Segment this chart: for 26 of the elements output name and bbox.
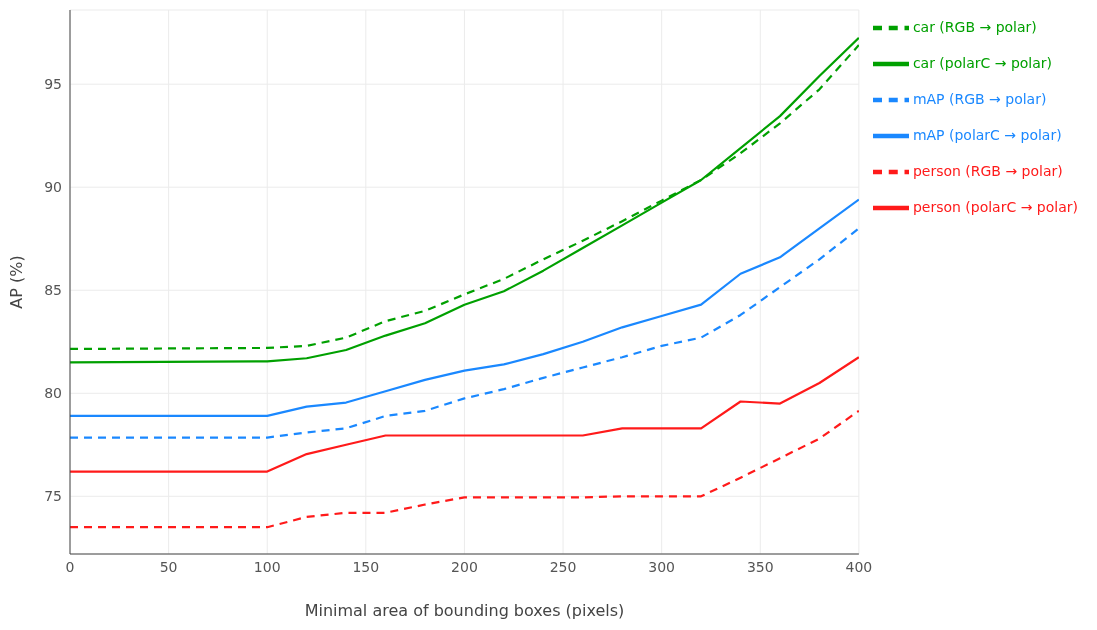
x-tick-label: 300 xyxy=(648,558,676,575)
x-tick-label: 150 xyxy=(352,558,380,575)
legend-label: car (RGB → polar) xyxy=(912,19,1037,35)
x-tick-label: 250 xyxy=(549,558,577,575)
x-tick-label: 400 xyxy=(845,558,873,575)
line-series xyxy=(70,356,859,473)
legend-label: person (polarC → polar) xyxy=(912,199,1078,215)
x-tick-label: 0 xyxy=(65,558,75,575)
x-tick-label: 100 xyxy=(253,558,281,575)
x-tick-label: 50 xyxy=(159,558,178,575)
y-tick-label: 85 xyxy=(44,282,62,299)
y-tick-label: 95 xyxy=(44,76,62,93)
legend-label: person (RGB → polar) xyxy=(912,163,1063,179)
line-series xyxy=(70,198,859,418)
line-series xyxy=(70,227,859,439)
x-tick-label: 200 xyxy=(451,558,478,575)
legend-label: mAP (polarC → polar) xyxy=(912,127,1062,143)
y-tick-label: 75 xyxy=(44,488,62,505)
y-tick-label: 80 xyxy=(44,385,62,402)
y-tick-label: 90 xyxy=(44,179,62,196)
x-tick-label: 350 xyxy=(746,558,774,575)
legend-label: car (polarC → polar) xyxy=(912,55,1053,71)
line-series xyxy=(70,409,859,529)
y-axis-title: AP (%) xyxy=(6,255,26,309)
x-axis-title: Minimal area of bounding boxes (pixels) xyxy=(304,601,625,620)
legend-label: mAP (RGB → polar) xyxy=(912,91,1047,107)
